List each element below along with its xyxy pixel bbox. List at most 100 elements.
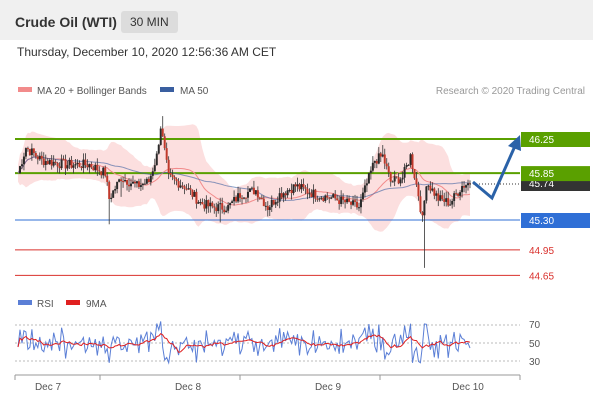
rsi-legend-label: RSI <box>37 299 54 310</box>
candle-body <box>449 204 452 206</box>
candle-body <box>304 187 307 189</box>
candle-body <box>447 198 450 206</box>
candle-body <box>429 185 432 191</box>
candle-body <box>118 179 121 182</box>
candle-body <box>371 162 374 171</box>
candle-body <box>46 161 49 165</box>
candle-body <box>187 188 190 190</box>
candle-body <box>130 183 132 187</box>
price-legend: MA 20 + Bollinger Bands MA 50 Research ©… <box>18 86 585 97</box>
candle-body <box>237 193 240 202</box>
candle-body <box>243 197 245 199</box>
candle-body <box>183 186 186 189</box>
header-bar: Crude Oil (WTI) 30 MIN <box>0 0 593 40</box>
candle-body <box>64 159 67 169</box>
candle-body <box>244 197 247 199</box>
candle-body <box>264 205 267 207</box>
candle-body <box>318 198 321 200</box>
candle-body <box>298 184 301 190</box>
candle-body <box>48 159 51 165</box>
candle-body <box>96 164 99 171</box>
candle-body <box>20 164 23 167</box>
candle-body <box>22 156 25 165</box>
candle-body <box>266 205 269 210</box>
candle-body <box>324 195 327 201</box>
candle-body <box>310 193 313 198</box>
candle-body <box>292 184 295 194</box>
candle-body <box>231 201 234 204</box>
candle-body <box>300 184 303 190</box>
candle-body <box>256 190 259 198</box>
candle-body <box>399 179 402 184</box>
candle-body <box>433 188 436 196</box>
candle-body <box>330 197 333 199</box>
candle-body <box>361 192 364 200</box>
candle-body <box>248 188 251 192</box>
price-levels <box>15 138 520 276</box>
candle-body <box>157 144 160 154</box>
candle-body <box>457 193 460 196</box>
candle-body <box>38 155 41 160</box>
candlestick-series <box>18 116 471 268</box>
candle-body <box>334 194 337 199</box>
candle-body <box>52 161 55 166</box>
candle-body <box>306 188 309 194</box>
candle-body <box>193 191 196 197</box>
candle-body <box>322 197 325 201</box>
candle-body <box>94 164 97 171</box>
candle-body <box>211 202 214 207</box>
candle-body <box>36 156 39 160</box>
candle-body <box>463 186 466 188</box>
candle-body <box>397 177 400 184</box>
candle-body <box>116 181 119 190</box>
candle-body <box>356 201 358 208</box>
candle-body <box>379 153 382 157</box>
forecast-arrow <box>472 135 521 201</box>
candle-body <box>465 185 468 188</box>
credit-text: Research © 2020 Trading Central <box>436 86 585 97</box>
candle-body <box>30 148 33 156</box>
candle-body <box>74 164 77 166</box>
candle-body <box>120 179 123 182</box>
x-tick-dec10: Dec 10 <box>452 382 484 393</box>
candle-body <box>294 184 297 187</box>
forecast-arrow-line <box>472 145 517 201</box>
ma20-legend-swatch <box>18 87 32 92</box>
candle-body <box>365 183 368 186</box>
candle-body <box>165 148 168 160</box>
candle-body <box>147 178 150 183</box>
candle-body <box>223 209 226 213</box>
candle-body <box>250 187 253 189</box>
candle-body <box>199 202 202 204</box>
candle-body <box>173 176 176 180</box>
candle-body <box>92 167 95 171</box>
timeframe-badge[interactable]: 30 MIN <box>121 11 178 33</box>
candle-body <box>149 175 152 183</box>
candle-body <box>225 210 228 213</box>
rsi-tick-50: 50 <box>529 339 541 350</box>
candle-body <box>377 153 380 164</box>
candle-body <box>171 174 174 177</box>
candle-body <box>280 193 283 198</box>
candle-body <box>328 197 331 199</box>
candle-body <box>106 175 109 182</box>
candle-body <box>90 164 93 168</box>
candle-body <box>58 166 61 169</box>
candle-body <box>354 200 357 202</box>
candle-body <box>391 181 394 183</box>
candle-body <box>56 162 59 167</box>
candle-body <box>252 187 255 195</box>
candle-body <box>443 199 446 202</box>
candle-body <box>78 162 81 167</box>
candle-body <box>80 166 83 168</box>
candle-body <box>70 159 73 168</box>
candle-body <box>340 196 343 204</box>
candle-body <box>278 193 281 202</box>
candle-body <box>40 155 43 159</box>
candle-body <box>401 177 404 180</box>
candle-body <box>151 171 154 176</box>
candle-body <box>72 165 75 168</box>
candle-body <box>350 201 353 205</box>
candle-body <box>18 166 21 174</box>
candle-body <box>441 195 444 200</box>
